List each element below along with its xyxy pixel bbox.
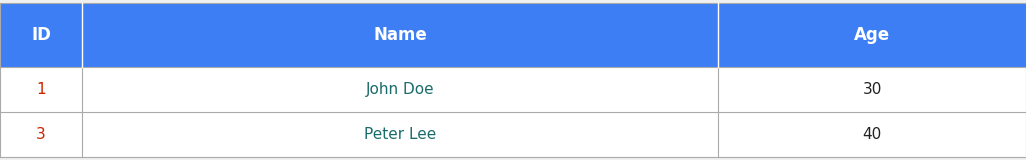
Bar xyxy=(0,112,82,157)
Text: 1: 1 xyxy=(36,82,46,97)
Text: 30: 30 xyxy=(863,82,881,97)
Bar xyxy=(718,67,1026,112)
Bar xyxy=(82,67,718,112)
Bar xyxy=(718,112,1026,157)
Text: ID: ID xyxy=(31,26,51,44)
Text: 40: 40 xyxy=(863,127,881,142)
Bar xyxy=(718,3,1026,67)
Bar xyxy=(0,67,82,112)
Text: Peter Lee: Peter Lee xyxy=(364,127,436,142)
Text: John Doe: John Doe xyxy=(366,82,434,97)
Bar xyxy=(0,3,82,67)
Text: 3: 3 xyxy=(36,127,46,142)
Bar xyxy=(82,112,718,157)
Bar xyxy=(82,3,718,67)
Text: Age: Age xyxy=(854,26,891,44)
Text: Name: Name xyxy=(373,26,427,44)
